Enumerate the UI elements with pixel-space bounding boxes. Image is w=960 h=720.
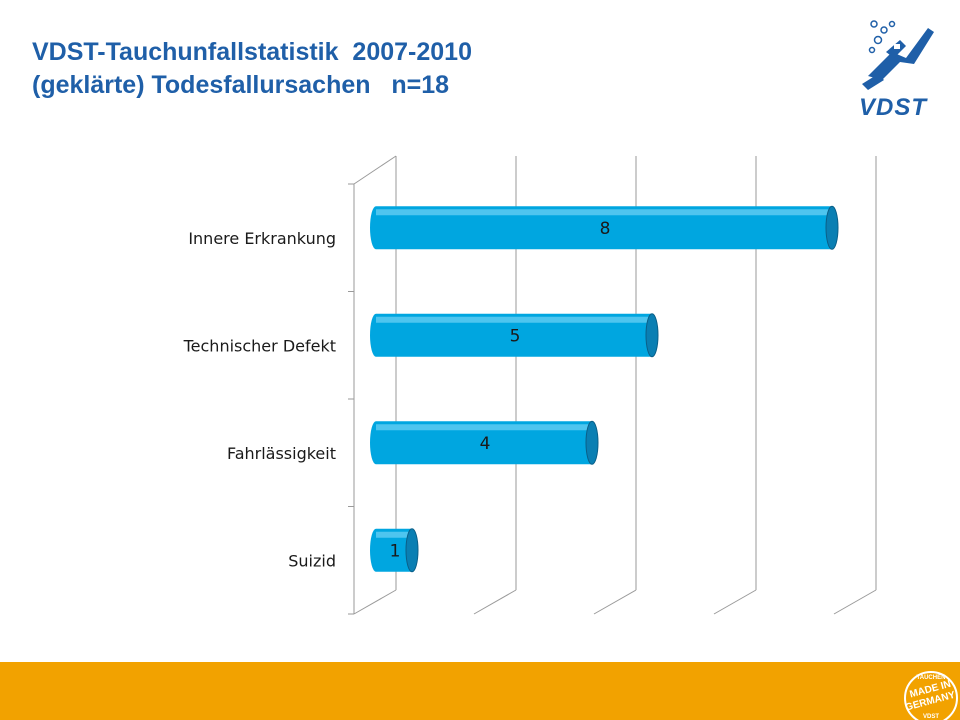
floor-gridline <box>833 589 877 615</box>
made-in-germany-badge: TAUCHEN MADE IN GERMANY VDST <box>904 671 958 720</box>
footer-band <box>0 662 960 720</box>
side-wall-edge <box>353 155 397 185</box>
bar-body <box>370 421 592 465</box>
bar-end-cap <box>405 528 419 573</box>
category-label: Fahrlässigkeit <box>227 444 336 463</box>
bar-end-cap <box>825 205 839 250</box>
floor-gridline <box>593 589 637 615</box>
floor-gridline <box>713 589 757 615</box>
vdst-logo: VDST <box>848 18 938 122</box>
bar-highlight <box>376 316 652 323</box>
bar <box>370 205 839 250</box>
bar <box>370 420 599 465</box>
bar-chart: 8 Innere Erkrankung 5 Technischer Defekt 4 Fa… <box>183 155 877 615</box>
data-label: 4 <box>480 434 491 454</box>
data-label: 8 <box>600 219 611 239</box>
data-label: 1 <box>390 541 401 561</box>
page-title: VDST-Tauchunfallstatistik 2007-2010 (gek… <box>32 36 472 102</box>
badge-text-bottom: VDST <box>923 714 939 720</box>
floor-gridline <box>353 589 397 615</box>
bar-highlight <box>376 424 592 431</box>
bar-highlight <box>376 531 412 538</box>
bar <box>370 313 659 358</box>
badge-text-top: TAUCHEN <box>917 675 946 681</box>
bar-end-cap <box>585 420 599 465</box>
category-label: Suizid <box>288 551 336 570</box>
bar-highlight <box>376 209 832 216</box>
bar <box>370 528 419 573</box>
logo-text: VDST <box>858 94 927 121</box>
bar-body <box>370 528 412 572</box>
bar-body <box>370 313 652 357</box>
diver-icon <box>862 20 934 90</box>
data-label: 5 <box>510 326 521 346</box>
category-label: Innere Erkrankung <box>188 229 336 248</box>
category-label: Technischer Defekt <box>183 336 336 355</box>
bar-body <box>370 206 832 250</box>
floor-gridline <box>473 589 517 615</box>
title-line-1: VDST-Tauchunfallstatistik 2007-2010 <box>32 38 472 66</box>
title-line-2: (geklärte) Todesfallursachen n=18 <box>32 71 450 99</box>
bar-end-cap <box>645 313 659 358</box>
